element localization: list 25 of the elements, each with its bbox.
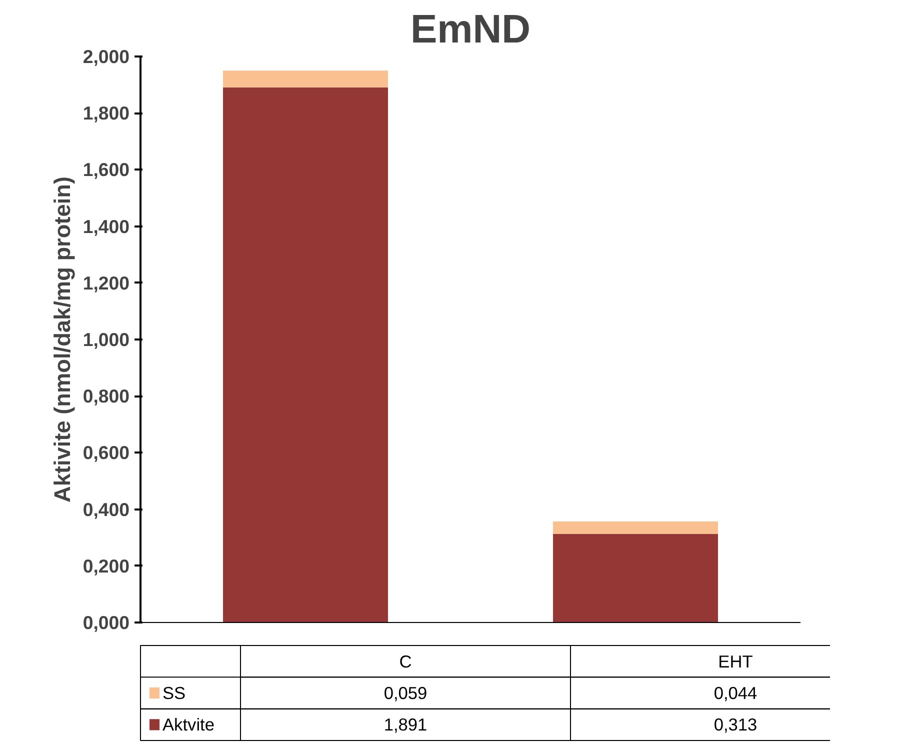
bar [223,70,388,88]
bar [553,534,718,622]
data-label: 1,891 [384,714,428,735]
legend-label: SS [162,683,186,703]
bar [223,87,388,622]
y-tick-label: 0,000 [82,612,130,633]
data-label: 0,313 [714,714,758,735]
legend-label: Aktvite [162,714,215,735]
x-tick-label: EHT [718,651,754,672]
y-tick-label: 1,600 [82,159,130,180]
y-tick-label: 1,800 [82,102,130,124]
y-tick-label: 0,400 [82,498,130,520]
y-tick-label: 0,600 [82,442,130,464]
y-tick-label: 1,000 [82,329,130,350]
y-tick-label: 1,200 [82,272,130,294]
y-tick-label: 0,800 [82,386,130,407]
y-tick-label: 2,000 [82,46,130,67]
y-tick-label: 1,400 [82,216,130,237]
x-tick-label: C [399,651,412,672]
y-axis-title: Aktivite (nmol/dak/mg protein) [48,176,75,503]
bar [553,521,718,534]
y-tick-label: 0,200 [82,555,130,576]
data-label: 0,044 [714,683,758,703]
chart-title: EmND [410,8,531,52]
data-label: 0,059 [384,683,428,703]
